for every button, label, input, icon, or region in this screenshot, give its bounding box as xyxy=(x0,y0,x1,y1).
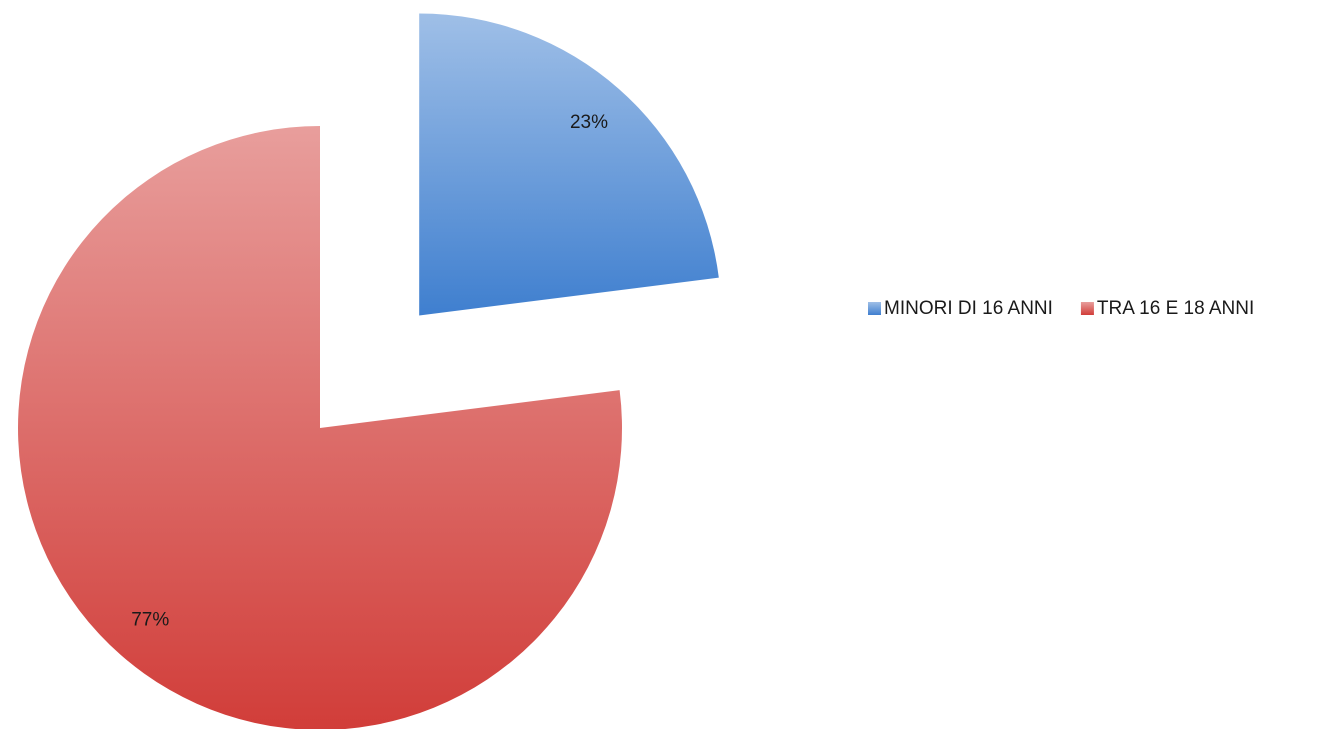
data-label: 23% xyxy=(570,112,608,133)
pie-slice xyxy=(419,13,719,316)
legend-swatch xyxy=(1080,302,1094,315)
data-label: 77% xyxy=(131,610,169,631)
legend-swatch xyxy=(868,302,881,315)
legend-label: TRA 16 E 18 ANNI xyxy=(1097,298,1254,319)
legend-label: MINORI DI 16 ANNI xyxy=(884,298,1053,319)
pie-slice xyxy=(18,126,622,729)
